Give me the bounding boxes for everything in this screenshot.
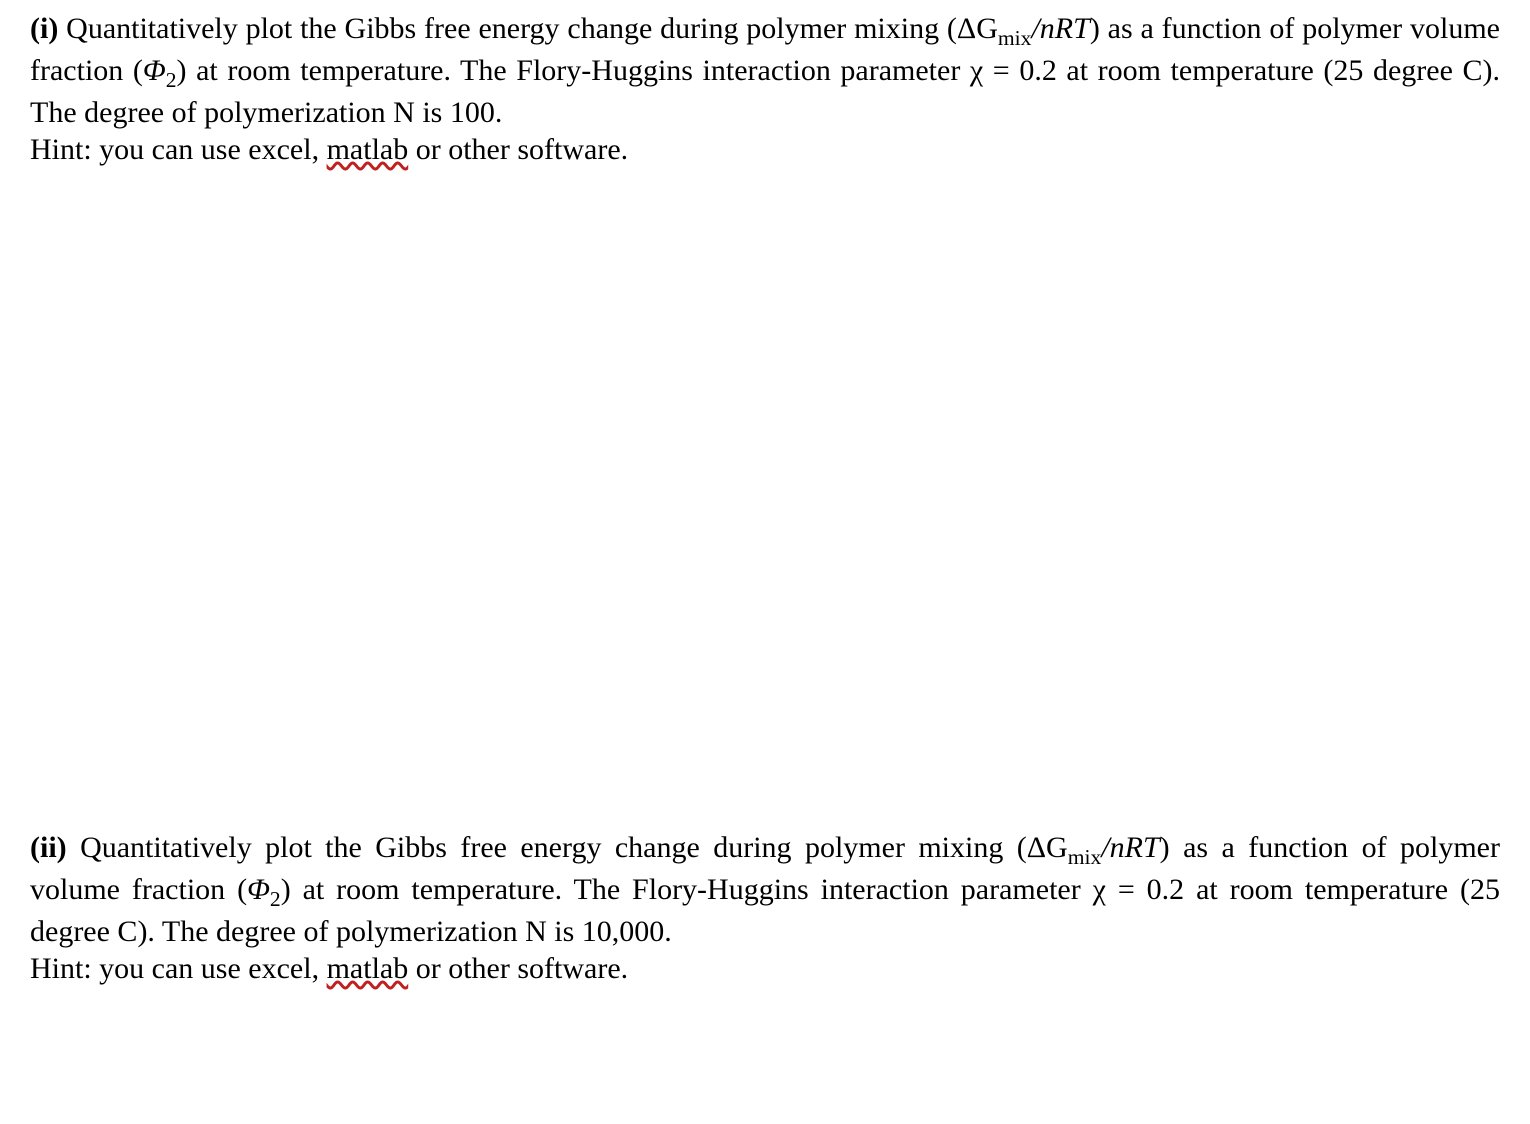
question-ii-label: (ii) bbox=[30, 831, 67, 864]
over-nrt: /nRT bbox=[1101, 831, 1159, 864]
hint-text-a: Hint: you can use excel, bbox=[30, 952, 327, 985]
question-ii-text-a: Quantitatively plot the Gibbs free energ… bbox=[67, 831, 1027, 864]
phi-symbol: Φ bbox=[247, 873, 270, 906]
page-content: (i) Quantitatively plot the Gibbs free e… bbox=[0, 0, 1530, 1008]
question-i-text-c: ) at room temperature. The Flory-Huggins… bbox=[30, 54, 1500, 129]
delta-g: ΔG bbox=[1027, 831, 1068, 864]
hint-text-b: or other software. bbox=[408, 133, 628, 166]
phi-symbol: Φ bbox=[143, 54, 166, 87]
delta-g-mix: ΔGmix/nRT bbox=[957, 12, 1090, 45]
delta-g-sub: mix bbox=[998, 26, 1032, 50]
question-i-text-a: Quantitatively plot the Gibbs free energ… bbox=[58, 12, 957, 45]
question-i-label: (i) bbox=[30, 12, 58, 45]
question-i: (i) Quantitatively plot the Gibbs free e… bbox=[30, 10, 1500, 169]
hint-text-b: or other software. bbox=[408, 952, 628, 985]
question-ii: (ii) Quantitatively plot the Gibbs free … bbox=[30, 829, 1500, 988]
delta-g: ΔG bbox=[957, 12, 998, 45]
phi-sub: 2 bbox=[270, 887, 281, 911]
delta-g-mix: ΔGmix/nRT bbox=[1027, 831, 1160, 864]
hint-matlab: matlab bbox=[327, 952, 409, 985]
phi-2: Φ2 bbox=[143, 54, 177, 87]
phi-sub: 2 bbox=[166, 68, 177, 92]
over-nrt: /nRT bbox=[1031, 12, 1089, 45]
hint-text-a: Hint: you can use excel, bbox=[30, 133, 327, 166]
phi-2: Φ2 bbox=[247, 873, 281, 906]
hint-matlab: matlab bbox=[327, 133, 409, 166]
question-i-hint: Hint: you can use excel, matlab or other… bbox=[30, 131, 1500, 169]
question-ii-hint: Hint: you can use excel, matlab or other… bbox=[30, 950, 1500, 988]
delta-g-sub: mix bbox=[1068, 845, 1102, 869]
